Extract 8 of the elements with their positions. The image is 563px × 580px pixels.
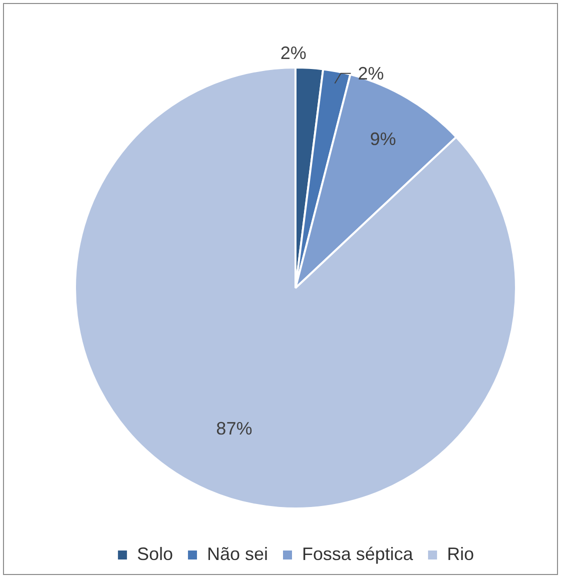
data-label: 2% [280,42,306,63]
legend-label: Fossa séptica [302,544,414,564]
legend-label: Não sei [206,544,268,564]
data-label: 2% [358,63,384,84]
legend-label: Solo [136,544,173,564]
data-label: 9% [370,128,396,149]
legend-label: Rio [447,544,474,564]
data-label: 87% [216,418,252,439]
